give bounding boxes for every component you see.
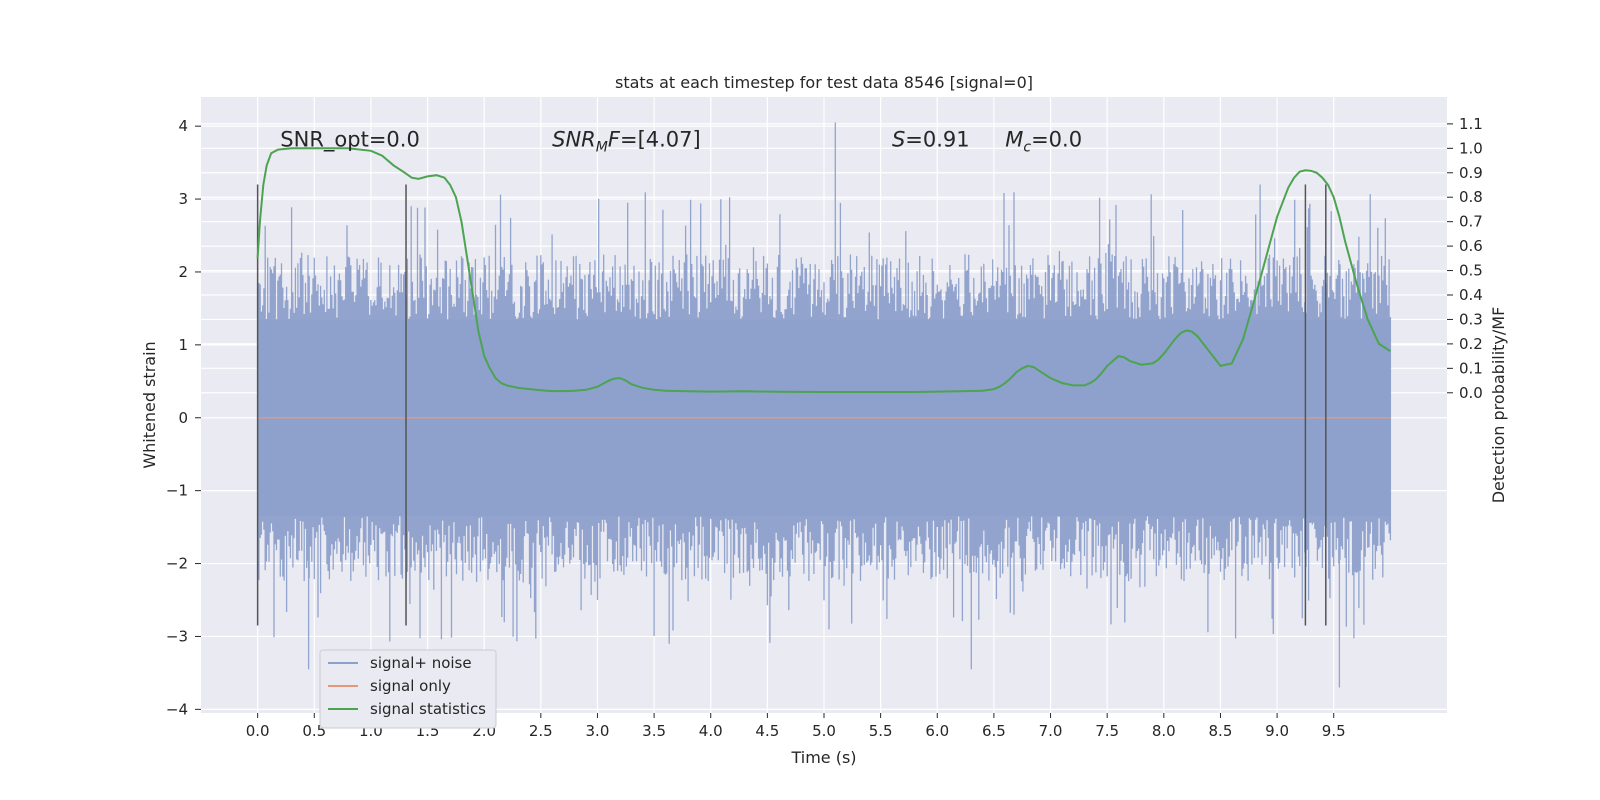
x-tick-label-10: 5.0: [812, 722, 836, 740]
y2-tick-label-6: 0.5: [1459, 262, 1483, 280]
x-tick-label-14: 7.0: [1039, 722, 1063, 740]
y2-tick-label-2: 0.9: [1459, 164, 1483, 182]
y-tick-label-8: −4: [166, 700, 188, 718]
y-tick-label-7: −3: [166, 627, 188, 645]
x-tick-label-5: 2.5: [529, 722, 553, 740]
y-tick-label-0: 4: [178, 117, 188, 135]
y2-tick-label-11: 0.0: [1459, 384, 1483, 402]
y2-tick-label-5: 0.6: [1459, 237, 1483, 255]
y2-axis-ticks: 1.1 1.0 0.9 0.8 0.7 0.6 0.5 0.4 0.3 0.2 0.1 0.0: [1447, 115, 1483, 402]
series-signal-statistics-line: [256, 147, 1391, 393]
y2-tick-label-3: 0.8: [1459, 188, 1483, 206]
x-tick-label-17: 8.5: [1209, 722, 1233, 740]
legend-label-signal-statistics: signal statistics: [370, 700, 486, 718]
annotation-chirp-mass: Mc=0.0: [1005, 127, 1082, 155]
x-tick-label-19: 9.5: [1322, 722, 1346, 740]
legend-label-signal-plus-noise: signal+ noise: [370, 654, 472, 672]
annotation-snr-opt: SNR_opt=0.0: [280, 127, 420, 152]
y-tick-label-4: 0: [178, 409, 188, 427]
annotations: SNR_opt=0.0 SNRMF=[4.07] S=0.91 Mc=0.0: [280, 127, 1082, 155]
y2-tick-label-7: 0.4: [1459, 286, 1483, 304]
x-tick-label-12: 6.0: [925, 722, 949, 740]
annotation-s-score: S=0.91: [892, 127, 970, 151]
x-tick-label-6: 3.0: [586, 722, 610, 740]
x-tick-label-9: 4.5: [755, 722, 779, 740]
y-tick-label-6: −2: [166, 555, 188, 573]
y2-tick-label-8: 0.3: [1459, 310, 1483, 328]
x-tick-label-18: 9.0: [1265, 722, 1289, 740]
legend-box: [319, 649, 497, 729]
y2-tick-label-0: 1.1: [1459, 115, 1483, 133]
y2-tick-label-9: 0.2: [1459, 335, 1483, 353]
y-axis-label: Whitened strain: [140, 341, 159, 468]
x-tick-label-7: 3.5: [642, 722, 666, 740]
y2-tick-label-1: 1.0: [1459, 139, 1483, 157]
x-tick-label-11: 5.5: [869, 722, 893, 740]
y2-tick-label-10: 0.1: [1459, 359, 1483, 377]
annotation-snr-mf: SNRMF=[4.07]: [552, 127, 701, 155]
x-axis-ticks: 0.0 0.5 1.0 1.5 2.0 2.5 3.0 3.5 4.0 4.5 5.0 5.5 6.0 6…: [246, 713, 1346, 740]
x-tick-label-16: 8.0: [1152, 722, 1176, 740]
y-tick-label-3: 1: [178, 336, 188, 354]
x-tick-label-15: 7.5: [1095, 722, 1119, 740]
x-tick-label-0: 0.0: [246, 722, 270, 740]
chart-title: stats at each timestep for test data 854…: [615, 73, 1033, 92]
y-tick-label-5: −1: [166, 482, 188, 500]
y2-axis-label: Detection probability/MF: [1489, 307, 1508, 504]
x-axis-label: Time (s): [790, 748, 856, 767]
x-tick-label-8: 4.0: [699, 722, 723, 740]
y-tick-label-1: 3: [178, 190, 188, 208]
legend-label-signal-only: signal only: [370, 677, 451, 695]
y-tick-label-2: 2: [178, 263, 188, 281]
y-axis-ticks: 4 3 2 1 0 −1 −2 −3 −4: [166, 117, 201, 718]
legend: signal+ noise signal only signal statist…: [319, 649, 497, 729]
y2-tick-label-4: 0.7: [1459, 213, 1483, 231]
x-tick-label-13: 6.5: [982, 722, 1006, 740]
